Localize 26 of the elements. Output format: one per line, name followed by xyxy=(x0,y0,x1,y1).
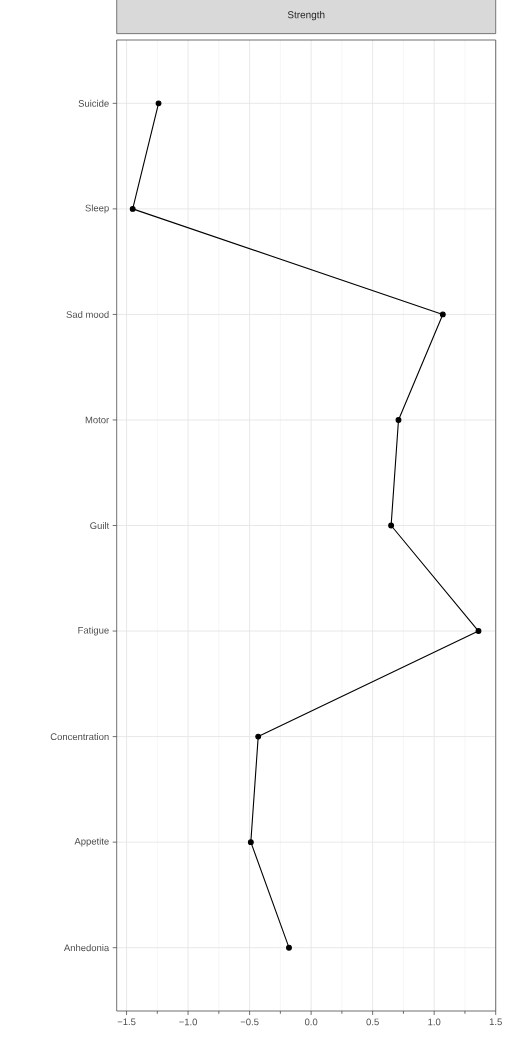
point xyxy=(129,205,136,212)
x-tick-label: −0.5 xyxy=(240,1018,259,1026)
y-tick-label: Concentration xyxy=(50,733,109,741)
y-tick-label: Sad mood xyxy=(66,310,109,318)
y-tick-label: Appetite xyxy=(74,837,109,847)
point xyxy=(388,522,395,529)
point xyxy=(155,100,162,107)
y-tick-label: Suicide xyxy=(78,99,109,107)
chart-title: Strength xyxy=(287,10,325,21)
x-tick-label: −1.5 xyxy=(117,1018,136,1026)
y-tick-label: Sleep xyxy=(85,204,109,214)
x-tick-label: 0.0 xyxy=(304,1018,318,1026)
y-tick-label: Fatigue xyxy=(78,626,109,636)
point xyxy=(247,839,254,846)
y-tick-label: Motor xyxy=(85,416,110,424)
y-tick-label: Guilt xyxy=(90,522,110,529)
x-tick-label: −1.0 xyxy=(179,1018,198,1026)
x-tick-label: 1.0 xyxy=(428,1018,441,1026)
point xyxy=(395,417,402,423)
x-tick-label: 0.5 xyxy=(366,1018,379,1026)
y-tick-label: Anhedonia xyxy=(63,944,110,952)
point xyxy=(475,628,482,634)
point xyxy=(255,733,262,740)
point xyxy=(439,311,446,318)
point xyxy=(286,944,292,951)
x-tick-label: 1.5 xyxy=(489,1018,502,1026)
